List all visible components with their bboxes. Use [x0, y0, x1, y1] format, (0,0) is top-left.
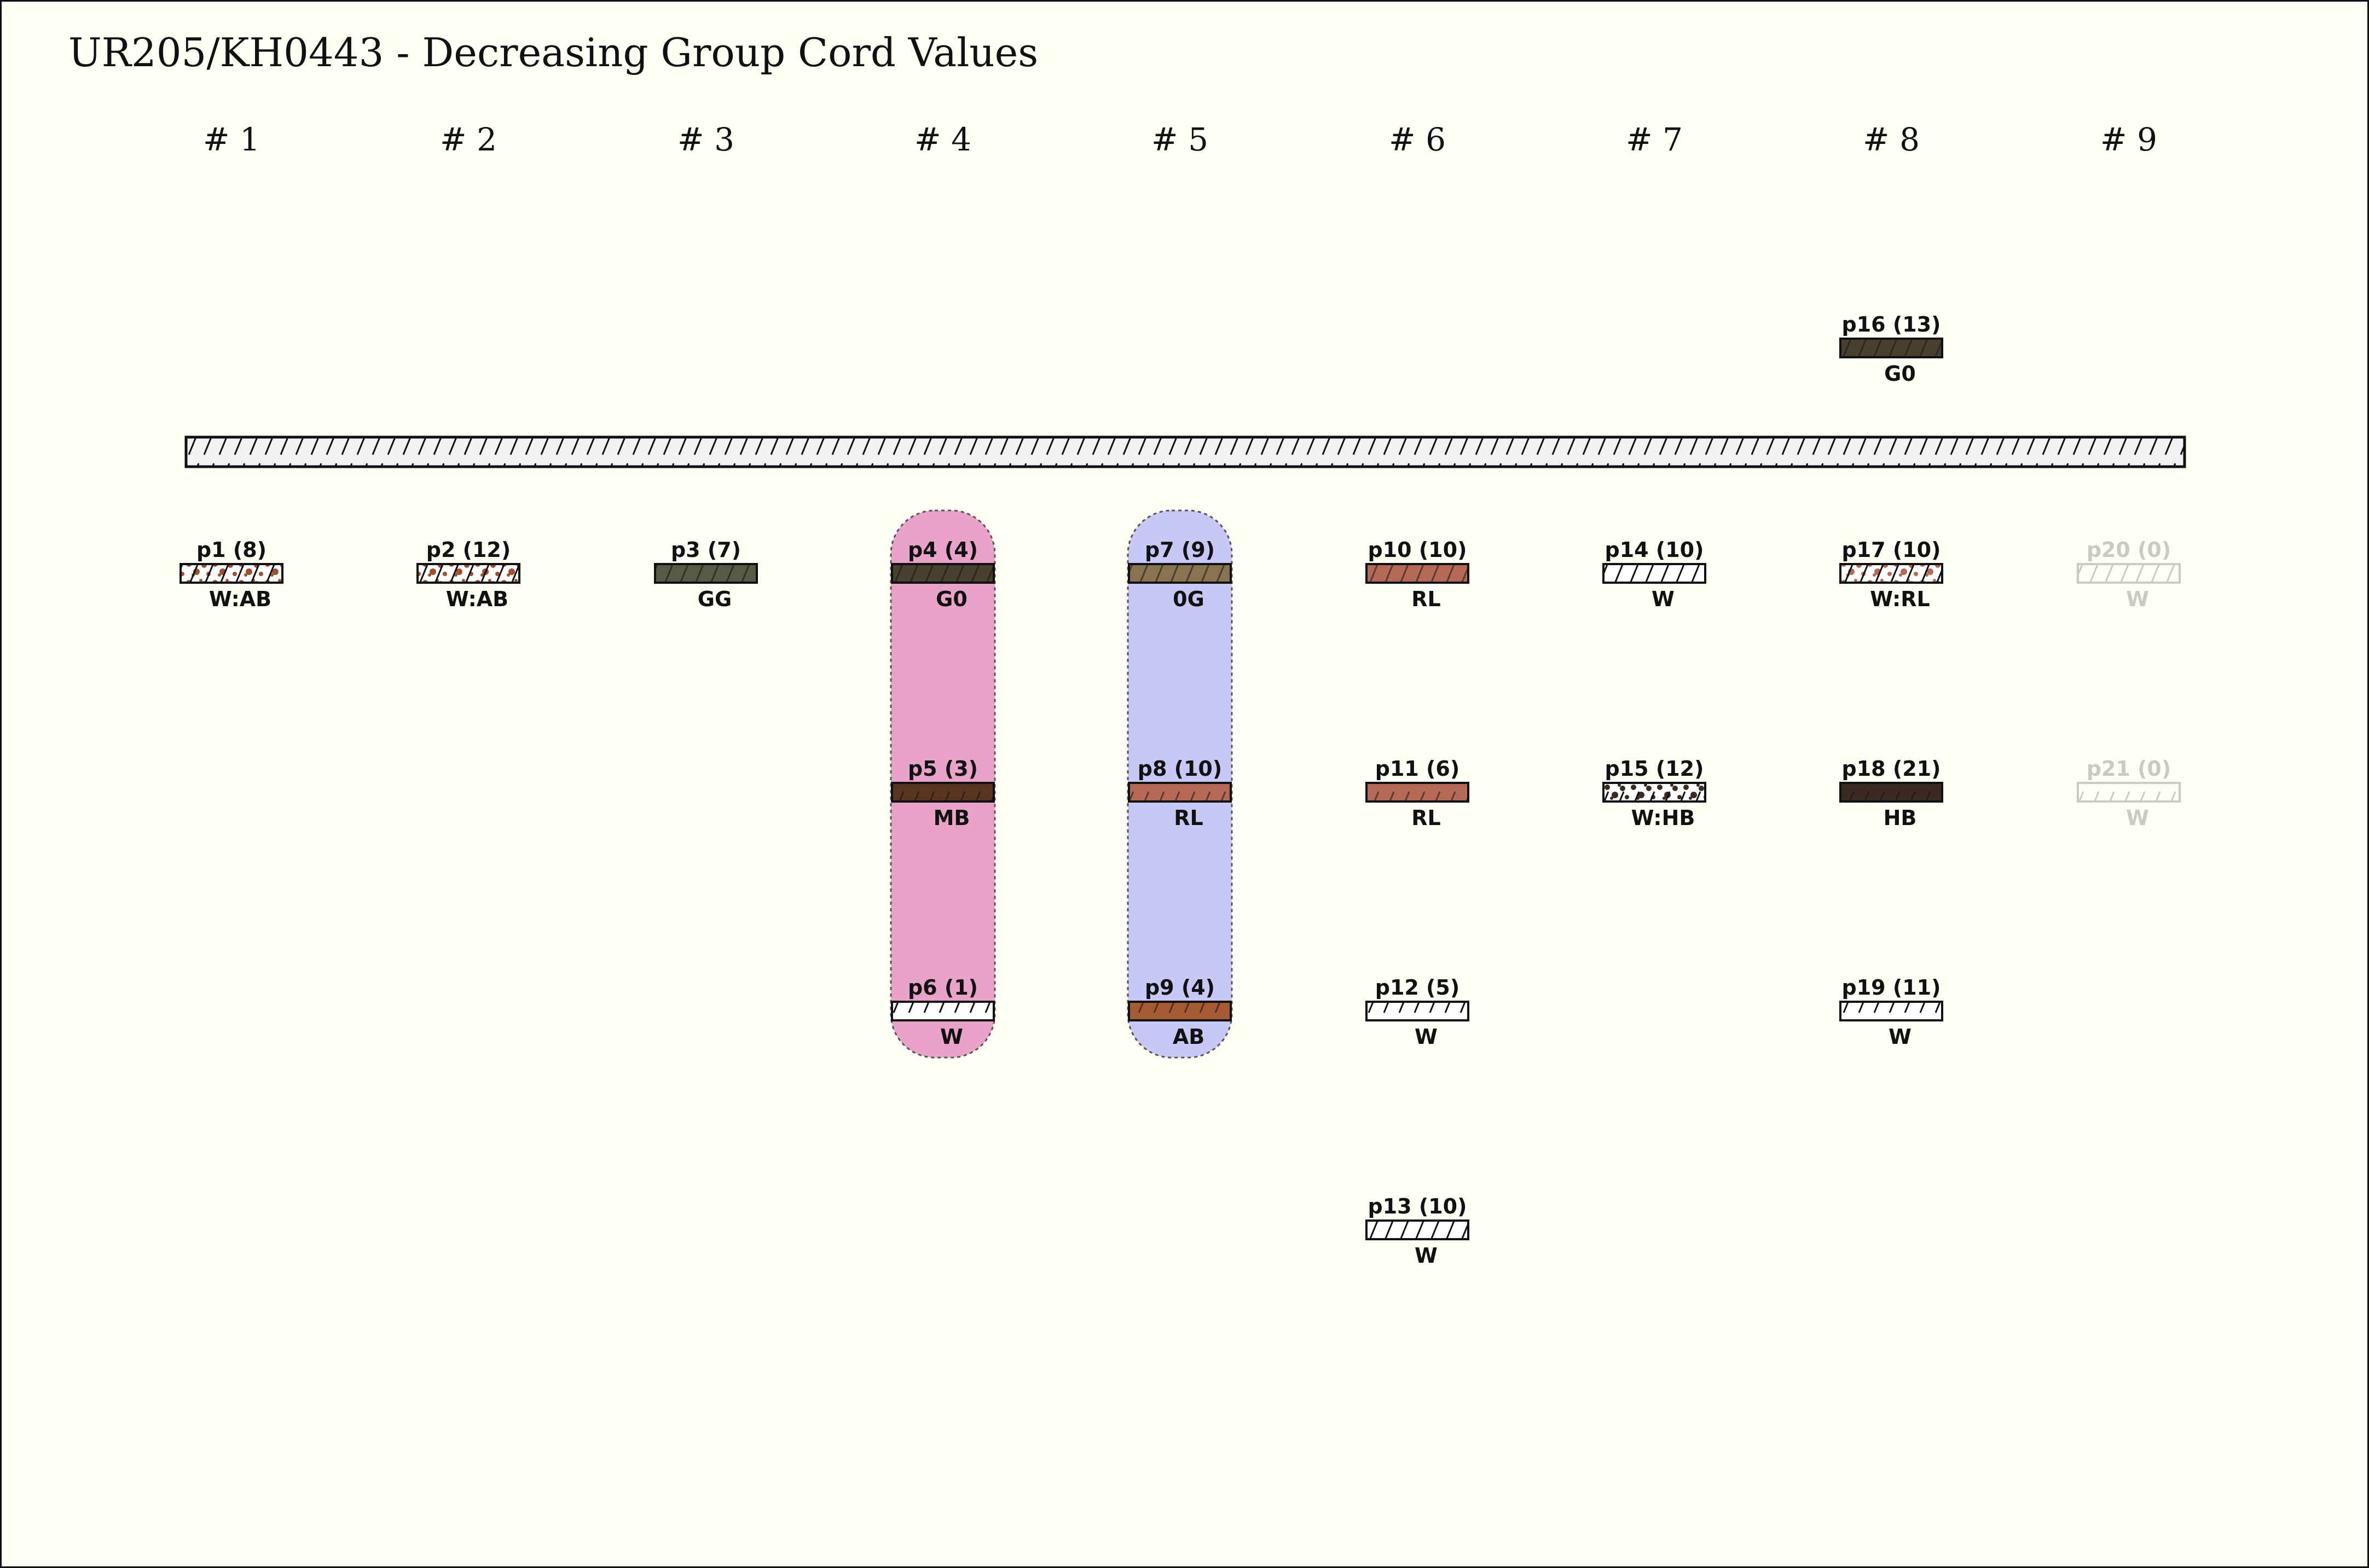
- cord-color-code: G0: [1884, 362, 1916, 386]
- cord-p10[interactable]: p10 (10) RL: [1365, 538, 1469, 611]
- cord-p6[interactable]: p6 (1) W: [891, 975, 995, 1049]
- cord-value-label: p17 (10): [1842, 538, 1941, 562]
- cord-color-code: MB: [934, 806, 970, 830]
- cord-p18[interactable]: p18 (21) HB: [1839, 757, 1943, 830]
- cord-hatch: [1366, 1221, 1468, 1239]
- cord-hatch: [892, 783, 994, 802]
- cord-hatch: [1603, 564, 1705, 583]
- cord-hatch: [1129, 783, 1231, 802]
- cord-value-label: p16 (13): [1842, 312, 1941, 336]
- cord-p21[interactable]: p21 (0) W: [2077, 757, 2181, 830]
- cord-hatch: [1840, 1002, 1942, 1020]
- cord-p9[interactable]: p9 (4) AB: [1128, 975, 1232, 1049]
- cord-p5[interactable]: p5 (3) MB: [891, 757, 995, 830]
- cord-p16[interactable]: p16 (13) G0: [1839, 312, 1943, 386]
- cord-p7[interactable]: p7 (9) 0G: [1128, 538, 1232, 611]
- cord-p2[interactable]: p2 (12) W:AB: [416, 538, 520, 611]
- cord-color-code: HB: [1884, 806, 1917, 830]
- cord-hatch: [892, 1002, 994, 1020]
- cord-color-code: W:RL: [1870, 587, 1930, 611]
- cord-value-label: p5 (3): [908, 757, 978, 781]
- cord-p15[interactable]: p15 (12) W:HB: [1602, 757, 1706, 830]
- cord-color-code: W: [1889, 1025, 1912, 1049]
- cord-value-label: p3 (7): [671, 538, 741, 562]
- cord-hatch: [1840, 339, 1942, 357]
- cord-color-code: W:AB: [209, 587, 271, 611]
- diagram-title: UR205/KH0443 - Decreasing Group Cord Val…: [68, 30, 1038, 76]
- cord-hatch: [2078, 783, 2180, 802]
- cord-color-code: W:AB: [446, 587, 508, 611]
- cord-p4[interactable]: p4 (4) G0: [891, 538, 995, 611]
- cord-hatch: [1129, 564, 1231, 583]
- cord-color-code: W:HB: [1631, 806, 1695, 830]
- cord-value-label: p13 (10): [1368, 1194, 1467, 1218]
- cord-p14[interactable]: p14 (10) W: [1602, 538, 1706, 611]
- cord-hatch: [892, 564, 994, 583]
- cord-value-label: p21 (0): [2087, 757, 2171, 781]
- group-label-3: # 3: [677, 121, 734, 158]
- cord-value-label: p10 (10): [1368, 538, 1467, 562]
- group-label-4: # 4: [914, 121, 971, 158]
- cord-color-code: RL: [1411, 587, 1440, 611]
- cord-color-code: W: [1415, 1244, 1438, 1268]
- cord-hatch: [418, 564, 519, 583]
- cord-hatch: [1366, 783, 1468, 802]
- cord-color-code: W: [1415, 1025, 1438, 1049]
- cord-color-code: 0G: [1173, 587, 1204, 611]
- cord-value-label: p12 (5): [1375, 975, 1460, 1000]
- cord-p11[interactable]: p11 (6) RL: [1365, 757, 1469, 830]
- group-label-7: # 7: [1626, 121, 1683, 158]
- cord-color-code: GG: [698, 587, 732, 611]
- primary-cord: [184, 435, 2186, 468]
- cord-color-code: W: [1652, 587, 1675, 611]
- cord-p19[interactable]: p19 (11) W: [1839, 975, 1943, 1049]
- cord-hatch: [1366, 564, 1468, 583]
- cord-hatch: [1840, 564, 1942, 583]
- cord-hatch: [655, 564, 757, 583]
- cord-hatch: [181, 564, 282, 583]
- cord-value-label: p14 (10): [1605, 538, 1704, 562]
- cord-value-label: p6 (1): [908, 975, 978, 1000]
- group-label-8: # 8: [1863, 121, 1920, 158]
- cord-p8[interactable]: p8 (10) RL: [1128, 757, 1232, 830]
- group-label-5: # 5: [1151, 121, 1208, 158]
- cord-color-code: W: [940, 1025, 963, 1049]
- cord-p13[interactable]: p13 (10) W: [1365, 1194, 1469, 1268]
- cord-value-label: p4 (4): [908, 538, 978, 562]
- cord-value-label: p2 (12): [426, 538, 511, 562]
- cord-value-label: p11 (6): [1375, 757, 1460, 781]
- cord-p17[interactable]: p17 (10) W:RL: [1839, 538, 1943, 611]
- group-label-2: # 2: [440, 121, 497, 158]
- cord-value-label: p8 (10): [1138, 757, 1223, 781]
- cord-hatch: [1366, 1002, 1468, 1020]
- group-label-1: # 1: [203, 121, 260, 158]
- group-label-6: # 6: [1389, 121, 1446, 158]
- cord-p3[interactable]: p3 (7) GG: [654, 538, 758, 611]
- cord-value-label: p18 (21): [1842, 757, 1941, 781]
- group-labels: # 1 # 2 # 3 # 4 # 5 # 6 # 7 # 8 # 9: [203, 121, 2157, 158]
- cord-color-code: RL: [1411, 806, 1440, 830]
- cord-value-label: p15 (12): [1605, 757, 1704, 781]
- cord-value-label: p1 (8): [196, 538, 267, 562]
- cord-color-code: W: [2126, 587, 2149, 611]
- cord-value-label: p20 (0): [2087, 538, 2171, 562]
- cord-color-code: W: [2126, 806, 2149, 830]
- cord-p1[interactable]: p1 (8) W:AB: [179, 538, 283, 611]
- cord-color-code: RL: [1174, 806, 1203, 830]
- group-label-9: # 9: [2100, 121, 2157, 158]
- cord-hatch: [1129, 1002, 1231, 1020]
- cord-p20[interactable]: p20 (0) W: [2077, 538, 2181, 611]
- cord-p12[interactable]: p12 (5) W: [1365, 975, 1469, 1049]
- cord-hatch: [1603, 783, 1705, 802]
- cord-value-label: p9 (4): [1145, 975, 1215, 1000]
- cord-color-code: AB: [1173, 1025, 1204, 1049]
- cord-color-code: G0: [936, 587, 968, 611]
- cord-hatch: [1840, 783, 1942, 802]
- cord-value-label: p7 (9): [1145, 538, 1215, 562]
- cord-value-label: p19 (11): [1842, 975, 1941, 1000]
- cord-hatch: [2078, 564, 2180, 583]
